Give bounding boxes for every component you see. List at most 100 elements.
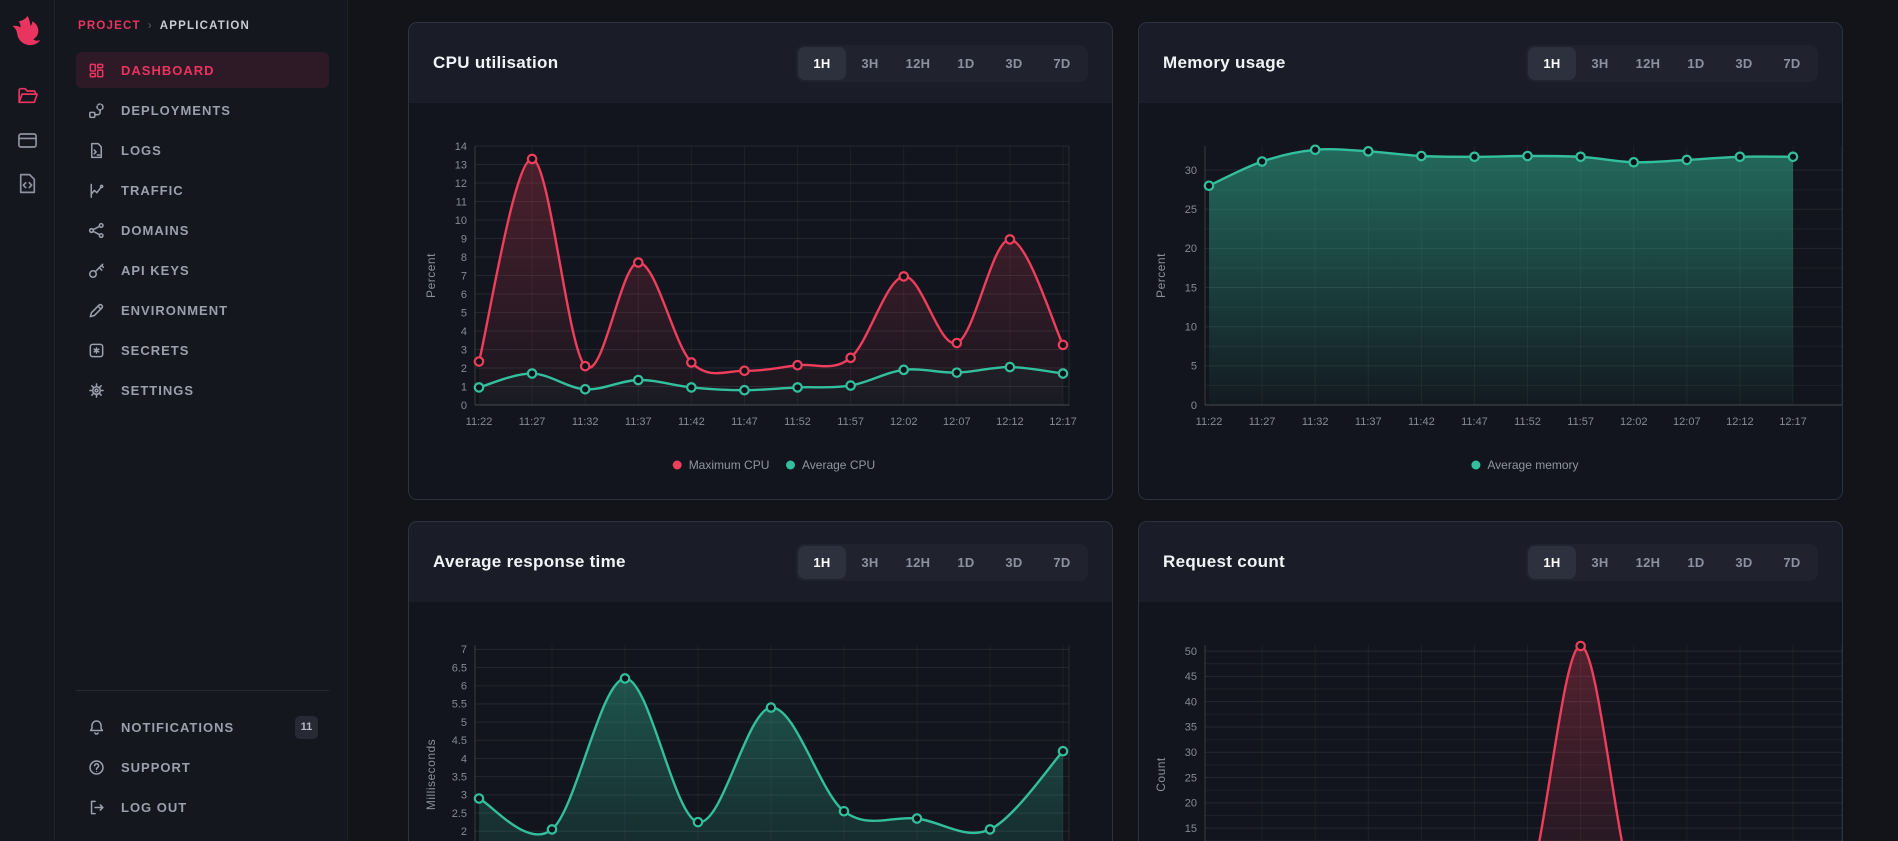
time-range-3h-button[interactable]: 3H xyxy=(861,55,879,71)
series-area-average-memory xyxy=(1209,149,1793,405)
svg-text:14: 14 xyxy=(455,141,467,153)
svg-text:12:02: 12:02 xyxy=(890,416,918,428)
svg-text:0: 0 xyxy=(461,400,467,412)
time-range-3h-button[interactable]: 3H xyxy=(861,554,879,570)
y-axis-labels: 5101520253035404550 xyxy=(1185,646,1197,835)
svg-text:13: 13 xyxy=(455,159,467,171)
svg-text:10: 10 xyxy=(1185,322,1197,334)
time-range-3h-button[interactable]: 3H xyxy=(1591,554,1609,570)
sidebar-item-label: SECRETS xyxy=(121,342,190,358)
svg-text:30: 30 xyxy=(1185,165,1197,177)
legend-label-average-cpu: Average CPU xyxy=(802,458,875,472)
time-range-group: 1H 3H 12H 1D 3D 7D xyxy=(796,543,1088,581)
svg-text:11:37: 11:37 xyxy=(625,416,652,428)
sidebar-item-notifications[interactable]: NOTIFICATIONS 11 xyxy=(76,709,329,745)
sidebar-item-label: SUPPORT xyxy=(121,759,191,775)
svg-text:11:32: 11:32 xyxy=(1302,416,1329,428)
svg-text:11:47: 11:47 xyxy=(1461,416,1488,428)
svg-text:12:12: 12:12 xyxy=(996,416,1024,428)
time-range-12h-button[interactable]: 12H xyxy=(1635,55,1661,71)
main-content: CPU utilisation 1H 3H 12H 1D 3D 7D 0 1 2 3 4 5 6 7 8 9 10… xyxy=(348,0,1898,841)
time-range-3d-button[interactable]: 3D xyxy=(1005,554,1023,570)
svg-text:40: 40 xyxy=(1185,696,1197,708)
sidebar-item-secrets[interactable]: SECRETS xyxy=(76,332,329,368)
svg-text:11:57: 11:57 xyxy=(837,416,864,428)
svg-text:3.5: 3.5 xyxy=(452,771,467,783)
time-range-1d-button[interactable]: 1D xyxy=(1687,55,1705,71)
time-range-1h-button[interactable]: 1H xyxy=(798,545,846,579)
svg-text:50: 50 xyxy=(1185,646,1197,658)
svg-text:5: 5 xyxy=(1191,361,1197,373)
sidebar-nav: DASHBOARD DEPLOYMENTS LOGS TRAFFIC DOMAINS AP… xyxy=(76,52,329,412)
card-title-memory-usage: Memory usage xyxy=(1163,53,1286,72)
card-title-request-count: Request count xyxy=(1163,552,1285,571)
svg-text:15: 15 xyxy=(1185,823,1197,835)
svg-text:20: 20 xyxy=(1185,243,1197,255)
time-range-12h-button[interactable]: 12H xyxy=(1635,554,1661,570)
svg-text:1: 1 xyxy=(461,381,467,393)
card-memory-usage: Memory usage 1H 3H 12H 1D 3D 7D 0 5 10 15 20 25 30 Per… xyxy=(1138,22,1843,500)
sidebar-item-domains[interactable]: DOMAINS xyxy=(76,212,329,248)
time-range-7d-button[interactable]: 7D xyxy=(1053,55,1071,71)
time-range-7d-button[interactable]: 7D xyxy=(1783,55,1801,71)
environment-icon xyxy=(87,301,106,320)
time-range-1d-button[interactable]: 1D xyxy=(957,55,975,71)
traffic-icon xyxy=(87,181,106,200)
y-axis-labels: 2 2.5 3 3.5 4 4.5 5 5.5 6 6.5 7 xyxy=(452,644,467,838)
time-range-group: 1H 3H 12H 1D 3D 7D xyxy=(1526,543,1818,581)
svg-text:15: 15 xyxy=(1185,282,1197,294)
sidebar-item-label: TRAFFIC xyxy=(121,182,184,198)
time-range-1d-button[interactable]: 1D xyxy=(1687,554,1705,570)
sidebar-item-label: SETTINGS xyxy=(121,382,195,398)
time-range-7d-button[interactable]: 7D xyxy=(1053,554,1071,570)
time-range-3d-button[interactable]: 3D xyxy=(1735,55,1753,71)
time-range-1h-button[interactable]: 1H xyxy=(798,46,846,80)
sidebar-item-logs[interactable]: LOGS xyxy=(76,132,329,168)
y-axis-title: Milliseconds xyxy=(424,739,438,810)
sidebar-item-deployments[interactable]: DEPLOYMENTS xyxy=(76,92,329,128)
sidebar-item-environment[interactable]: ENVIRONMENT xyxy=(76,292,329,328)
svg-text:12:17: 12:17 xyxy=(1779,416,1807,428)
icon-rail xyxy=(0,0,55,841)
time-range-1h-button[interactable]: 1H xyxy=(1528,545,1576,579)
svg-text:45: 45 xyxy=(1185,671,1197,683)
svg-text:11:42: 11:42 xyxy=(678,416,705,428)
y-axis-labels: 0 5 10 15 20 25 30 xyxy=(1185,165,1197,412)
sidebar-item-label: API KEYS xyxy=(121,262,190,278)
folder-icon[interactable] xyxy=(16,84,39,107)
bell-icon xyxy=(87,718,106,737)
sidebar-item-api-keys[interactable]: API KEYS xyxy=(76,252,329,288)
svg-text:5: 5 xyxy=(461,717,467,729)
breadcrumb-project[interactable]: PROJECT xyxy=(78,20,141,32)
code-file-icon[interactable] xyxy=(16,172,39,195)
time-range-12h-button[interactable]: 12H xyxy=(905,554,931,570)
time-range-7d-button[interactable]: 7D xyxy=(1783,554,1801,570)
sidebar-item-traffic[interactable]: TRAFFIC xyxy=(76,172,329,208)
sidebar-item-support[interactable]: SUPPORT xyxy=(76,749,329,785)
svg-text:11:52: 11:52 xyxy=(784,416,811,428)
credit-card-icon[interactable] xyxy=(16,129,39,152)
card-header: Memory usage 1H 3H 12H 1D 3D 7D xyxy=(1139,23,1842,103)
svg-text:2.5: 2.5 xyxy=(452,808,467,820)
svg-text:25: 25 xyxy=(1185,772,1197,784)
svg-text:11:52: 11:52 xyxy=(1514,416,1541,428)
time-range-12h-button[interactable]: 12H xyxy=(905,55,931,71)
series-markers xyxy=(1575,640,1586,652)
time-range-3d-button[interactable]: 3D xyxy=(1735,554,1753,570)
time-range-1d-button[interactable]: 1D xyxy=(957,554,975,570)
time-range-3d-button[interactable]: 3D xyxy=(1005,55,1023,71)
svg-text:11:27: 11:27 xyxy=(1249,416,1276,428)
series-area xyxy=(1539,646,1622,841)
sidebar-item-dashboard[interactable]: DASHBOARD xyxy=(76,52,329,88)
sidebar-item-log-out[interactable]: LOG OUT xyxy=(76,789,329,825)
series-area xyxy=(479,678,1063,841)
chart-legend: Maximum CPU Average CPU xyxy=(672,458,875,472)
dashboard-icon xyxy=(87,61,106,80)
time-range-3h-button[interactable]: 3H xyxy=(1591,55,1609,71)
sidebar-item-settings[interactable]: SETTINGS xyxy=(76,372,329,408)
time-range-1h-button[interactable]: 1H xyxy=(1528,46,1576,80)
nestjs-logo[interactable] xyxy=(10,13,45,48)
